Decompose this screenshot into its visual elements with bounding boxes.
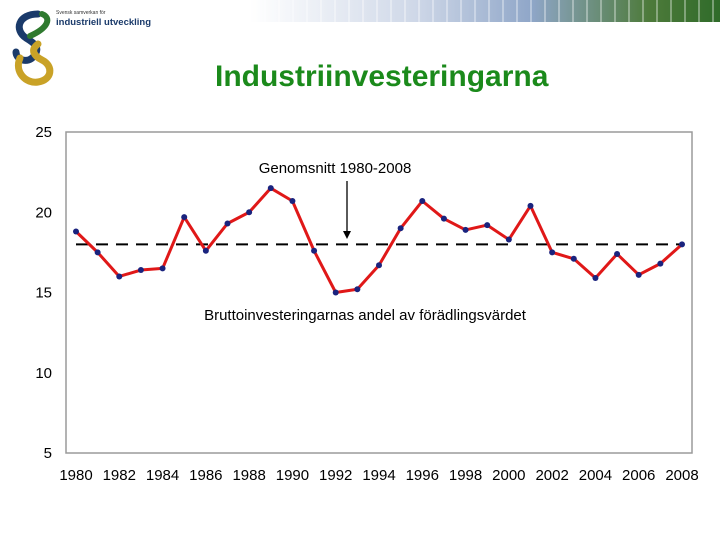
- x-axis-ticks: 1980 1982 1984 1986 1988 1990 1992 1994 1996 1998…: [59, 467, 698, 484]
- x-tick-label: 2006: [622, 467, 655, 484]
- data-point: [462, 226, 469, 233]
- data-point: [311, 247, 318, 254]
- average-annotation-arrowhead: [343, 231, 351, 239]
- series-layer: [73, 185, 685, 296]
- data-point: [332, 289, 339, 296]
- x-tick-label: 1996: [406, 467, 439, 484]
- x-tick-label: 1988: [232, 467, 265, 484]
- data-point: [94, 249, 101, 256]
- data-point: [159, 265, 166, 272]
- data-point: [224, 220, 231, 227]
- data-point: [635, 271, 642, 278]
- y-tick-label: 5: [44, 445, 52, 462]
- y-tick-label: 25: [35, 124, 52, 141]
- x-tick-label: 1992: [319, 467, 352, 484]
- x-tick-label: 1990: [276, 467, 309, 484]
- x-tick-label: 1982: [103, 467, 136, 484]
- average-annotation-label: Genomsnitt 1980-2008: [259, 160, 412, 177]
- data-point: [527, 202, 534, 209]
- logo: [8, 8, 128, 88]
- y-axis-ticks: 5 10 15 20 25: [35, 124, 52, 462]
- data-point: [246, 209, 253, 216]
- data-point: [289, 198, 296, 205]
- data-point: [440, 215, 447, 222]
- y-tick-label: 10: [35, 365, 52, 382]
- logo-text: industriell utveckling: [56, 17, 152, 28]
- x-tick-label: 2004: [579, 467, 612, 484]
- data-point: [592, 275, 599, 282]
- x-tick-label: 1984: [146, 467, 179, 484]
- x-tick-label: 2008: [665, 467, 698, 484]
- y-tick-label: 15: [35, 285, 52, 302]
- logo-small-text: Svensk samverkan för: [56, 10, 106, 16]
- data-point: [614, 250, 621, 257]
- x-tick-label: 1998: [449, 467, 482, 484]
- data-point: [397, 225, 404, 232]
- data-point: [73, 228, 79, 235]
- data-point: [181, 214, 188, 221]
- plot-area-border: [65, 131, 693, 454]
- data-point: [570, 255, 577, 262]
- data-point: [354, 286, 361, 293]
- data-point: [657, 260, 664, 267]
- data-point: [116, 273, 123, 280]
- x-tick-label: 1986: [189, 467, 222, 484]
- header-decorative-stripe: [250, 0, 720, 22]
- series-annotation-label: Bruttoinvesteringarnas andel av förädlin…: [204, 307, 527, 324]
- data-point: [376, 262, 382, 269]
- x-tick-label: 2000: [492, 467, 525, 484]
- page-title: Industriinvesteringarna: [215, 60, 549, 93]
- data-point: [137, 267, 144, 274]
- data-point: [267, 185, 274, 192]
- data-point: [679, 241, 685, 248]
- plot-frame: [65, 131, 693, 454]
- data-point: [549, 249, 556, 256]
- x-tick-label: 1980: [59, 467, 92, 484]
- series-line: [74, 186, 683, 294]
- y-tick-label: 20: [35, 204, 52, 221]
- data-point: [419, 198, 426, 205]
- x-tick-label: 1994: [362, 467, 395, 484]
- data-point: [202, 247, 209, 254]
- x-tick-label: 2002: [535, 467, 568, 484]
- logo-emblem-icon: [12, 10, 54, 86]
- data-point: [505, 236, 512, 243]
- data-point: [484, 222, 491, 229]
- annotation-layer: Genomsnitt 1980-2008 Bruttoinvesteringarn…: [204, 160, 527, 324]
